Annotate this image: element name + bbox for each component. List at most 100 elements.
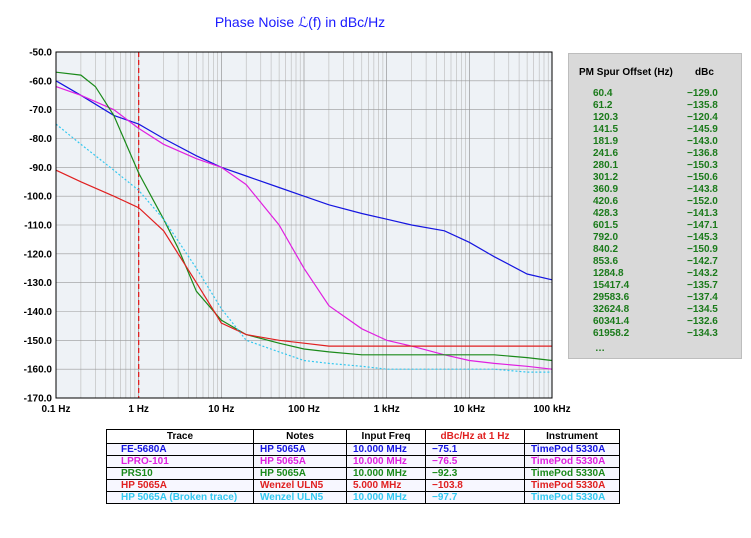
plot-border (55, 51, 553, 399)
series-line (55, 123, 552, 373)
spur-offset: 60341.4 (593, 316, 630, 327)
spur-row: 120.3 −120.4 (569, 112, 741, 123)
spur-offset: 428.3 (593, 208, 619, 219)
y-tick-label: -80.0 (29, 134, 52, 145)
spur-offset: 280.1 (593, 160, 619, 171)
legend-header-trace: Trace (106, 429, 254, 444)
spur-row: 29583.6 −137.4 (569, 292, 741, 303)
y-tick-label: -150.0 (24, 336, 53, 347)
x-tick-label: 1 kHz (374, 404, 400, 415)
legend-row: HP 5065A (Broken trace) Wenzel ULN5 10.000… (106, 491, 620, 504)
legend-cell-dbc: −76.5 (425, 455, 525, 468)
y-tick-label: -100.0 (24, 192, 53, 203)
y-tick-label: -60.0 (29, 76, 52, 87)
spur-row: 360.9 −143.8 (569, 184, 741, 195)
spur-row: 853.6 −142.7 (569, 256, 741, 267)
spur-more: … (595, 343, 605, 354)
x-tick-label: 0.1 Hz (42, 404, 71, 415)
y-tick-label: -160.0 (24, 365, 53, 376)
legend-cell-instrument: TimePod 5330A (524, 479, 620, 492)
legend-cell-freq: 10.000 MHz (346, 443, 426, 456)
spur-offset: 181.9 (593, 136, 619, 147)
spur-dbc: −134.3 (687, 328, 718, 339)
spur-row: 181.9 −143.0 (569, 136, 741, 147)
spur-row: 301.2 −150.6 (569, 172, 741, 183)
legend-cell-trace: PRS10 (106, 467, 254, 480)
legend-cell-freq: 10.000 MHz (346, 455, 426, 468)
y-tick-label: -130.0 (24, 278, 53, 289)
spur-row: 60341.4 −132.6 (569, 316, 741, 327)
spur-row: 428.3 −141.3 (569, 208, 741, 219)
legend-cell-trace: FE-5680A (106, 443, 254, 456)
chart-title: Phase Noise ℒ(f) in dBc/Hz (214, 14, 386, 30)
spur-row: 1284.8 −143.2 (569, 268, 741, 279)
spur-dbc: −150.3 (687, 160, 718, 171)
legend-cell-notes: HP 5065A (253, 455, 347, 468)
spur-offset: 60.4 (593, 88, 613, 99)
legend-header-row: Trace Notes Input Freq dBc/Hz at 1 Hz In… (106, 429, 620, 444)
y-tick-label: -90.0 (29, 163, 52, 174)
spur-dbc: −143.0 (687, 136, 718, 147)
legend-cell-instrument: TimePod 5330A (524, 491, 620, 504)
spur-offset: 61.2 (593, 100, 613, 111)
x-tick-label: 100 Hz (288, 404, 320, 415)
spur-row: 601.5 −147.1 (569, 220, 741, 231)
spur-dbc: −147.1 (687, 220, 718, 231)
spur-offset: 61958.2 (593, 328, 630, 339)
spur-header-offset: PM Spur Offset (Hz) (579, 67, 673, 78)
legend-cell-notes: HP 5065A (253, 443, 347, 456)
spur-header-dbc: dBc (695, 67, 714, 78)
legend-row: FE-5680A HP 5065A 10.000 MHz −75.1 TimePod 5… (106, 443, 620, 456)
spur-row: 420.6 −152.0 (569, 196, 741, 207)
spur-row: 141.5 −145.9 (569, 124, 741, 135)
spur-table: PM Spur Offset (Hz) dBc 60.4 −129.0 61.2 −1… (568, 53, 742, 359)
spur-dbc: −135.8 (687, 100, 718, 111)
legend-cell-notes: Wenzel ULN5 (253, 479, 347, 492)
spur-offset: 15417.4 (593, 280, 630, 291)
spur-row: 15417.4 −135.7 (569, 280, 741, 291)
spur-dbc: −132.6 (687, 316, 718, 327)
spur-dbc: −137.4 (687, 292, 718, 303)
spur-dbc: −142.7 (687, 256, 718, 267)
y-tick-label: -50.0 (29, 48, 52, 59)
spur-dbc: −134.5 (687, 304, 718, 315)
spur-row: 280.1 −150.3 (569, 160, 741, 171)
spur-row: 792.0 −145.3 (569, 232, 741, 243)
legend-cell-dbc: −97.7 (425, 491, 525, 504)
series-line (55, 71, 553, 362)
legend-cell-dbc: −75.1 (425, 443, 525, 456)
legend-header-dbc: dBc/Hz at 1 Hz (425, 429, 525, 444)
spur-dbc: −145.9 (687, 124, 718, 135)
series-line (55, 80, 553, 281)
legend-cell-freq: 5.000 MHz (346, 479, 426, 492)
legend-cell-notes: HP 5065A (253, 467, 347, 480)
x-tick-label: 10 kHz (453, 404, 485, 415)
spur-row: 60.4 −129.0 (569, 88, 741, 99)
legend-cell-instrument: TimePod 5330A (524, 467, 620, 480)
spur-dbc: −129.0 (687, 88, 718, 99)
y-tick-label: -70.0 (29, 105, 52, 116)
legend-header-freq: Input Freq (346, 429, 426, 444)
y-tick-label: -110.0 (24, 221, 52, 232)
spur-offset: 120.3 (593, 112, 619, 123)
spur-dbc: −145.3 (687, 232, 718, 243)
x-tick-label: 1 Hz (128, 404, 149, 415)
spur-offset: 420.6 (593, 196, 619, 207)
spur-row: 61958.2 −134.3 (569, 328, 741, 339)
spur-dbc: −120.4 (687, 112, 718, 123)
spur-dbc: −150.9 (687, 244, 718, 255)
spur-offset: 601.5 (593, 220, 619, 231)
spur-offset: 32624.8 (593, 304, 630, 315)
legend-row: HP 5065A Wenzel ULN5 5.000 MHz −103.8 TimePo… (106, 479, 620, 492)
spur-offset: 853.6 (593, 256, 619, 267)
spur-row: 241.6 −136.8 (569, 148, 741, 159)
legend-cell-instrument: TimePod 5330A (524, 443, 620, 456)
legend-cell-dbc: −103.8 (425, 479, 525, 492)
spur-dbc: −143.2 (687, 268, 718, 279)
spur-offset: 141.5 (593, 124, 619, 135)
y-tick-label: -120.0 (24, 249, 53, 260)
legend-cell-trace: HP 5065A (Broken trace) (106, 491, 254, 504)
spur-offset: 241.6 (593, 148, 619, 159)
spur-dbc: −135.7 (687, 280, 718, 291)
